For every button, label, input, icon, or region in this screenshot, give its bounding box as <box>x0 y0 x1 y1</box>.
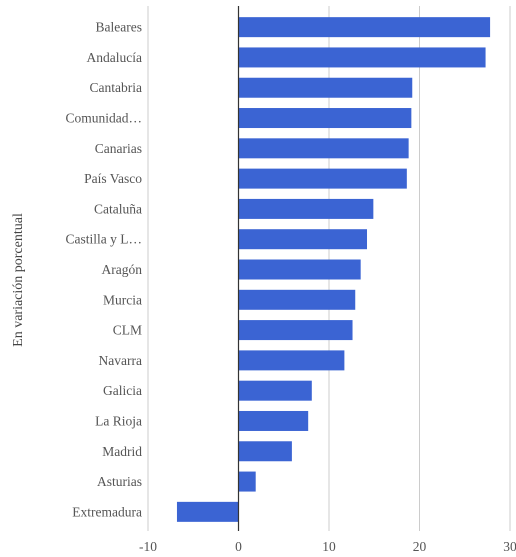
bar-1 <box>238 47 486 68</box>
bar-9 <box>238 289 356 310</box>
bar-6 <box>238 198 374 219</box>
bars <box>176 17 491 522</box>
category-label-0: Baleares <box>96 20 142 35</box>
category-label-3: Comunidad… <box>66 111 143 126</box>
x-tick-label-0: -10 <box>139 539 157 554</box>
x-tick-labels: -10 0 10 20 30 <box>139 539 516 554</box>
category-label-15: Asturias <box>97 474 142 489</box>
bar-16 <box>176 501 239 522</box>
bar-0 <box>238 17 491 38</box>
bar-11 <box>238 350 345 371</box>
category-label-10: CLM <box>113 323 142 338</box>
y-axis-title: En variación porcentual <box>11 213 26 347</box>
category-label-1: Andalucía <box>87 50 142 65</box>
bar-10 <box>238 320 353 341</box>
bar-14 <box>238 441 292 462</box>
category-label-12: Galicia <box>103 383 142 398</box>
category-label-4: Canarias <box>95 141 142 156</box>
category-labels: Baleares Andalucía Cantabria Comunidad… Cana… <box>66 20 143 520</box>
bar-7 <box>238 229 368 250</box>
bar-13 <box>238 410 309 431</box>
category-label-6: Cataluña <box>94 201 142 216</box>
category-label-14: Madrid <box>102 444 142 459</box>
bar-4 <box>238 138 409 159</box>
bar-8 <box>238 259 361 280</box>
category-label-8: Aragón <box>102 262 143 277</box>
category-label-16: Extremadura <box>72 504 142 519</box>
bar-12 <box>238 380 312 401</box>
bar-3 <box>238 108 412 129</box>
category-label-9: Murcia <box>103 292 142 307</box>
category-label-2: Cantabria <box>90 80 142 95</box>
category-label-13: La Rioja <box>95 413 142 428</box>
x-tick-label-1: 0 <box>235 539 242 554</box>
category-label-11: Navarra <box>99 353 142 368</box>
category-label-5: País Vasco <box>84 171 142 186</box>
category-label-7: Castilla y L… <box>66 232 143 247</box>
bar-5 <box>238 168 407 189</box>
x-tick-label-3: 20 <box>413 539 427 554</box>
x-tick-label-4: 30 <box>503 539 516 554</box>
bar-2 <box>238 77 413 98</box>
x-tick-label-2: 10 <box>322 539 336 554</box>
bar-15 <box>238 471 256 492</box>
